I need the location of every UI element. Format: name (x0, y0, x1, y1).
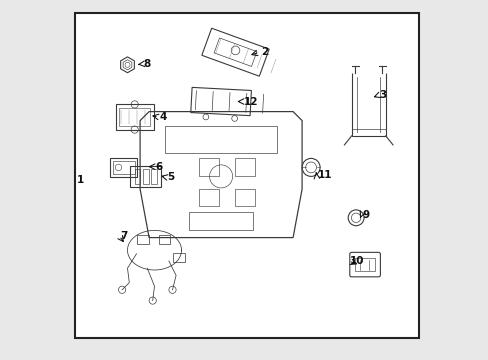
Bar (235, 189, 255, 206)
Text: 3: 3 (379, 90, 386, 100)
Text: 5: 5 (167, 172, 174, 182)
Bar (116, 104, 153, 130)
Text: 9: 9 (362, 210, 369, 220)
Bar (188, 212, 253, 230)
Bar (110, 158, 137, 177)
Text: 4: 4 (160, 112, 167, 122)
Text: 11: 11 (317, 170, 331, 180)
Bar (173, 253, 184, 262)
Bar (235, 158, 255, 176)
Bar (119, 108, 150, 126)
Bar (199, 158, 219, 176)
Text: 7: 7 (120, 231, 127, 241)
Bar (354, 258, 374, 271)
Text: 1: 1 (76, 175, 83, 185)
Bar (199, 189, 219, 206)
Text: 12: 12 (243, 96, 257, 107)
Bar (130, 166, 161, 187)
Text: 10: 10 (349, 256, 364, 266)
Bar (134, 169, 140, 184)
Bar (113, 161, 134, 174)
Bar (159, 235, 170, 244)
Bar (151, 169, 157, 184)
Bar (137, 235, 148, 244)
Text: 2: 2 (260, 47, 267, 57)
Text: 8: 8 (142, 59, 150, 69)
Bar (142, 169, 148, 184)
Text: 6: 6 (155, 162, 163, 172)
